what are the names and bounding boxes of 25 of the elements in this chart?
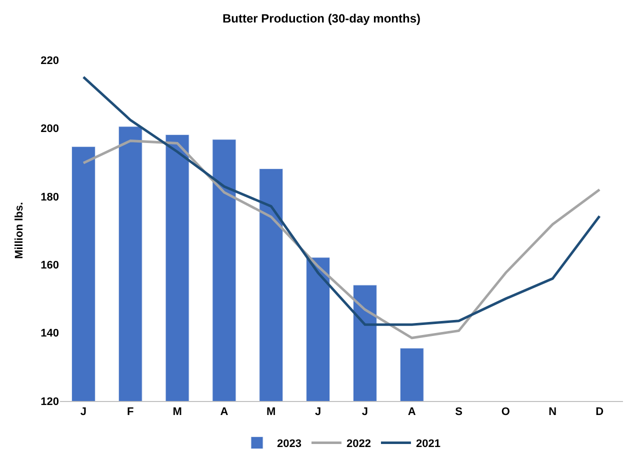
y-axis-title: Million lbs.: [13, 202, 26, 259]
y-tick-label: 200: [40, 123, 59, 136]
x-tick-label: J: [80, 406, 87, 418]
x-tick-label: D: [596, 406, 604, 418]
y-tick-label: 120: [40, 396, 59, 408]
y-tick-label: 180: [40, 191, 59, 204]
legend-label: 2021: [416, 438, 440, 450]
y-tick-label: 220: [40, 54, 59, 67]
x-tick-label: N: [548, 406, 557, 418]
x-tick-label: M: [266, 406, 276, 418]
chart-title: Butter Production (30-day months): [222, 11, 421, 26]
line-series: [82, 76, 601, 326]
legend-label: 2022: [346, 438, 371, 450]
y-tick-label: 140: [40, 328, 59, 340]
x-tick-label: F: [127, 406, 134, 418]
x-tick-label: J: [314, 406, 322, 418]
legend-label: 2023: [277, 438, 302, 450]
x-tick-label: A: [220, 406, 228, 418]
x-tick-label: S: [455, 406, 462, 418]
y-tick-label: 160: [40, 259, 59, 272]
x-tick-label: A: [408, 406, 416, 418]
x-tick-label: O: [501, 406, 510, 418]
x-tick-label: M: [172, 406, 182, 418]
x-tick-label: J: [362, 406, 368, 418]
line-series: [82, 140, 601, 340]
